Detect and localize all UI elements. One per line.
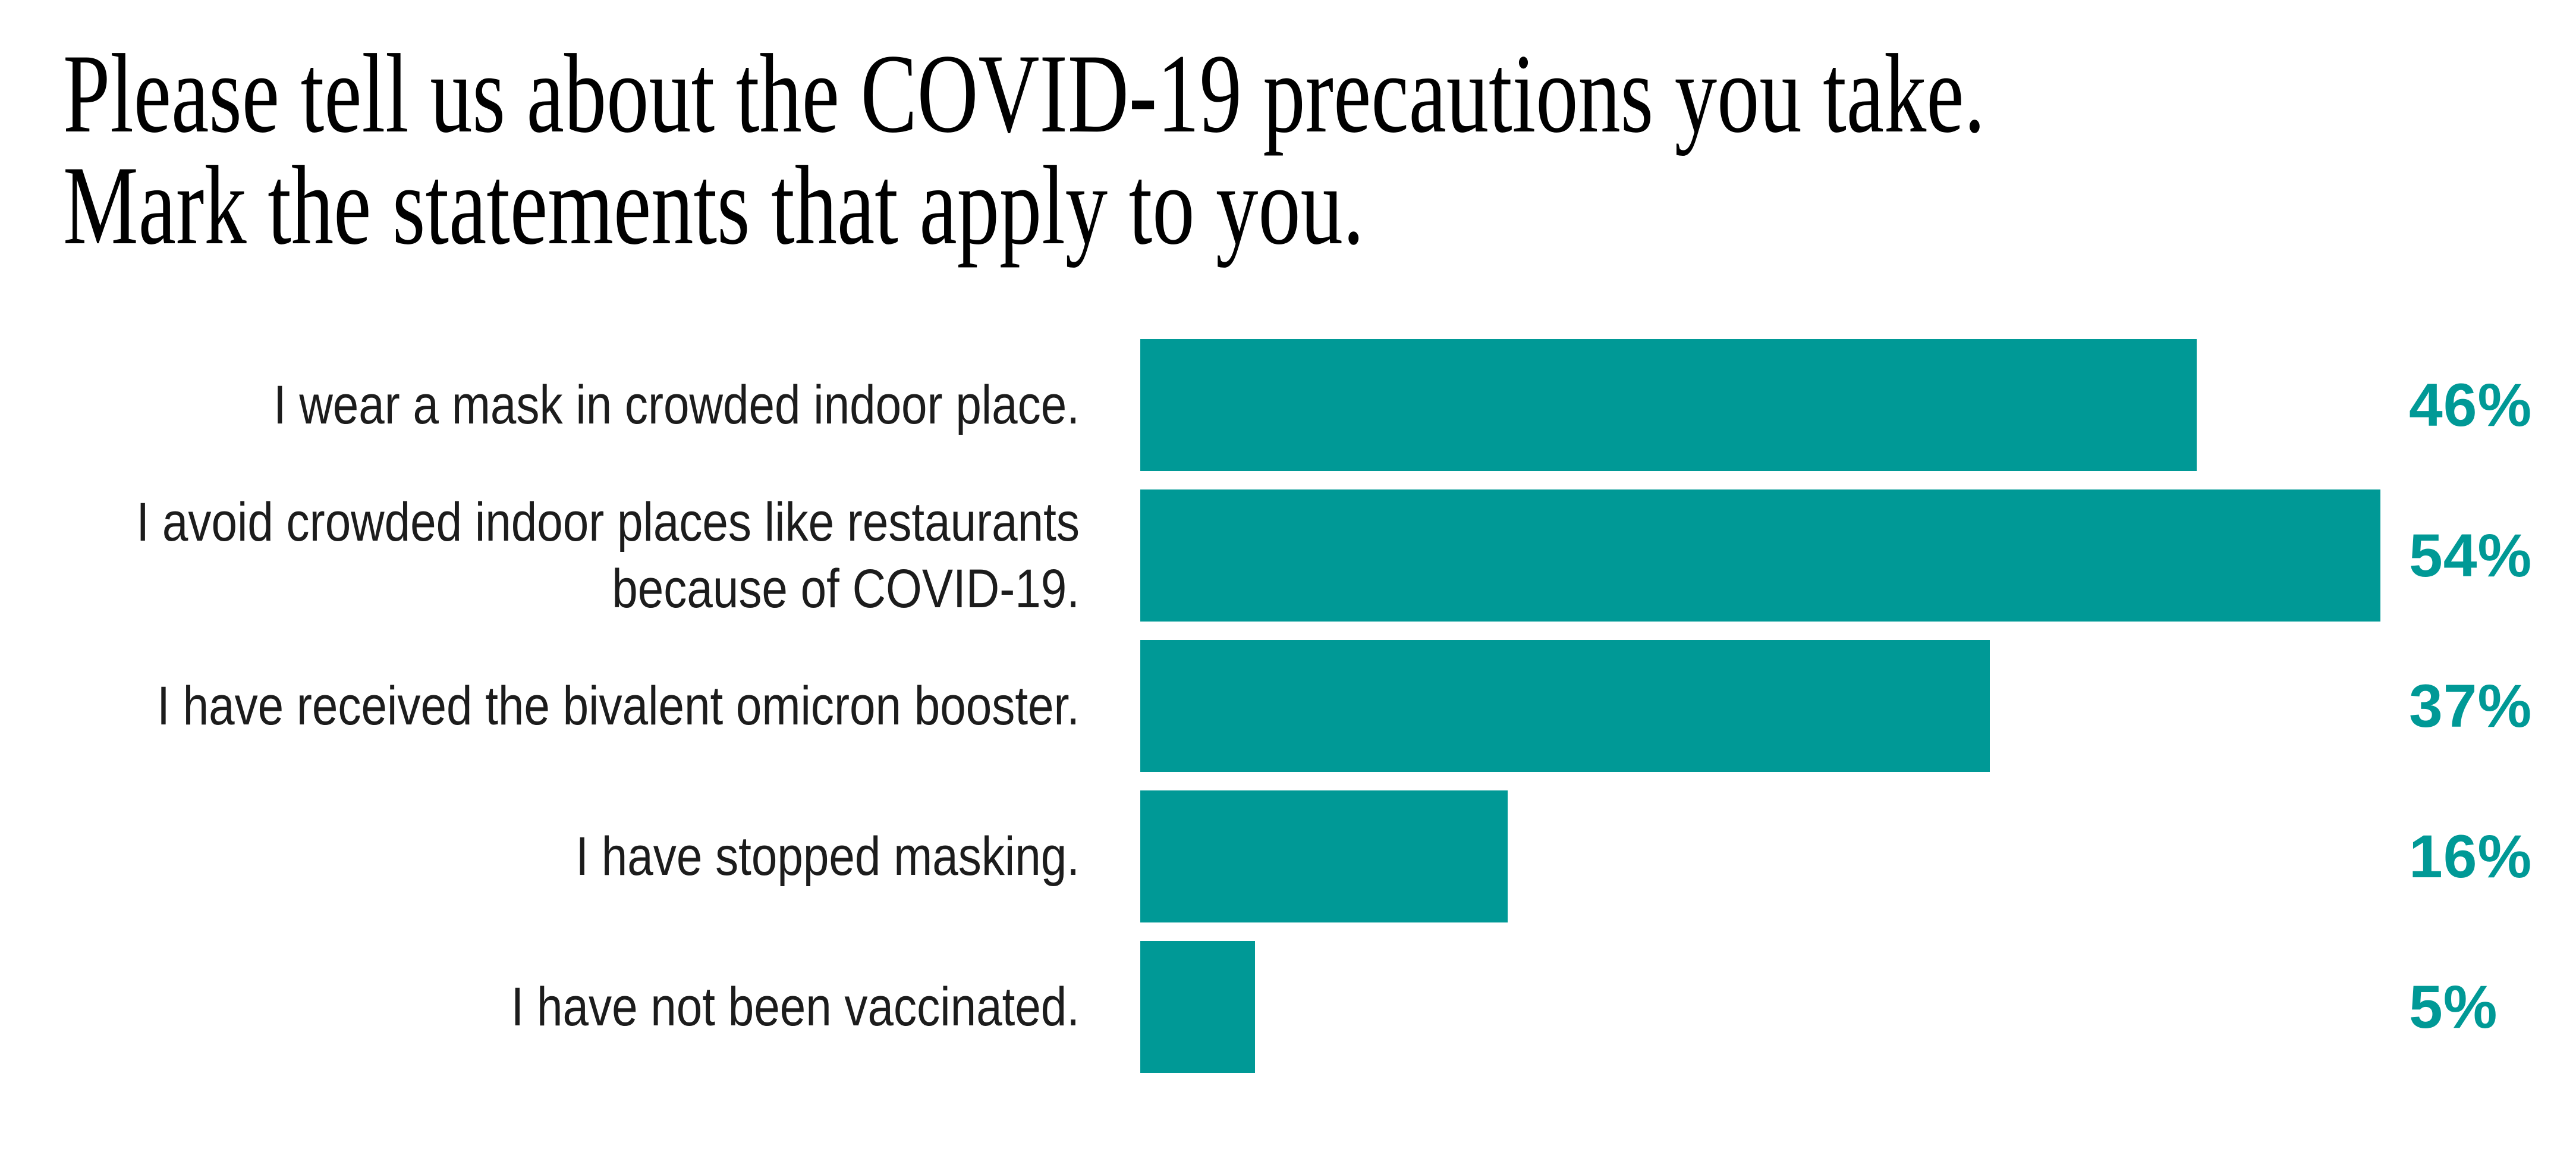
row-label-line: I have not been vaccinated.: [511, 976, 1080, 1037]
row-label-line: I wear a mask in crowded indoor place.: [273, 374, 1080, 435]
chart-title-line-1: Please tell us about the COVID-19 precau…: [63, 32, 1986, 156]
bar-track: [1140, 790, 2380, 922]
row-label: I have stopped masking.: [162, 790, 1080, 922]
row-label-line: because of COVID-19.: [612, 558, 1080, 619]
chart-row-stopped-masking: I have stopped masking. 16%: [0, 790, 2576, 922]
bar-track: [1140, 489, 2380, 622]
bar-bivalent-booster: [1140, 640, 1990, 772]
row-label-line: I have stopped masking.: [575, 826, 1080, 887]
bar-track: [1140, 640, 2380, 772]
row-label: I wear a mask in crowded indoor place.: [162, 339, 1080, 471]
row-label: I have received the bivalent omicron boo…: [157, 640, 1080, 772]
value-label: 46%: [2409, 371, 2533, 439]
bar-track: [1140, 941, 2380, 1073]
bar-avoid-places: [1140, 489, 2380, 622]
row-label-line: I have received the bivalent omicron boo…: [157, 675, 1080, 736]
chart-title-line-2: Mark the statements that apply to you.: [63, 143, 1364, 269]
bar-mask-crowded: [1140, 339, 2197, 471]
bar-stopped-masking: [1140, 790, 1508, 922]
chart-plot-area: I wear a mask in crowded indoor place. 4…: [0, 339, 2576, 1091]
bar-not-vaccinated: [1140, 941, 1256, 1073]
chart-title: Please tell us about the COVID-19 precau…: [63, 32, 1986, 269]
value-label: 37%: [2409, 671, 2533, 740]
chart-row-not-vaccinated: I have not been vaccinated. 5%: [0, 941, 2576, 1073]
value-label: 16%: [2409, 822, 2533, 890]
row-label: I avoid crowded indoor places like resta…: [136, 489, 1080, 622]
value-label: 5%: [2409, 972, 2498, 1041]
bar-track: [1140, 339, 2380, 471]
row-label-line: I avoid crowded indoor places like resta…: [136, 491, 1080, 553]
row-label: I have not been vaccinated.: [162, 941, 1080, 1073]
chart-row-bivalent-booster: I have received the bivalent omicron boo…: [0, 640, 2576, 772]
value-label: 54%: [2409, 521, 2533, 589]
chart-row-avoid-places: I avoid crowded indoor places like resta…: [0, 489, 2576, 622]
chart-row-mask-crowded: I wear a mask in crowded indoor place. 4…: [0, 339, 2576, 471]
